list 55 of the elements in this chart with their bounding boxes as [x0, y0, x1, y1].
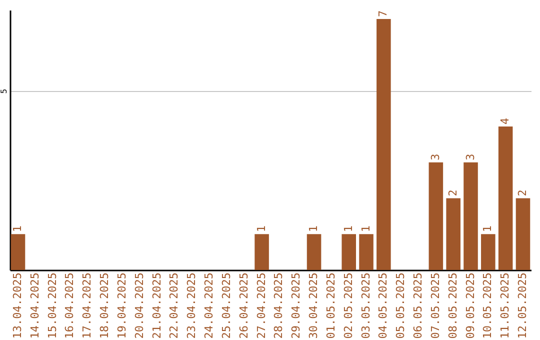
x-tick-label: 20.04.2025	[132, 272, 146, 339]
bar	[342, 234, 356, 270]
bar	[481, 234, 496, 270]
x-tick-label: 15.04.2025	[46, 272, 59, 339]
x-tick-label: 05.05.2025	[394, 272, 408, 339]
bar	[498, 126, 513, 270]
bar	[428, 162, 444, 270]
data-label: 1	[342, 226, 355, 232]
x-tick-label: 08.05.2025	[446, 272, 460, 339]
x-tick-label: 10.05.2025	[481, 272, 494, 339]
x-tick-label: 03.05.2025	[359, 272, 372, 339]
x-tick-label: 28.04.2025	[272, 272, 286, 339]
x-tick-label: 12.05.2025	[516, 272, 529, 339]
data-label: 4	[498, 118, 512, 125]
bar	[446, 198, 460, 270]
bar	[516, 198, 530, 270]
x-tick-label: 27.04.2025	[254, 272, 268, 339]
x-tick-label: 29.04.2025	[290, 272, 303, 339]
x-tick-label: 14.04.2025	[28, 272, 42, 339]
data-label: 7	[376, 10, 390, 17]
x-tick-label: 04.05.2025	[376, 272, 390, 339]
x-tick-label: 21.04.2025	[150, 272, 164, 339]
bar	[306, 234, 322, 270]
data-label: 2	[446, 190, 460, 196]
data-label: 1	[307, 226, 320, 232]
x-tick-label: 30.04.2025	[307, 272, 320, 339]
x-tick-label: 23.04.2025	[185, 272, 198, 339]
x-tick-label: 16.04.2025	[63, 272, 76, 339]
x-tick-label: 26.04.2025	[237, 272, 250, 339]
y-tick-label: 5	[0, 88, 8, 94]
x-tick-label: 06.05.2025	[412, 272, 425, 339]
x-tick-label: 17.04.2025	[80, 272, 94, 339]
data-label: 1	[481, 226, 494, 232]
data-label: 2	[516, 190, 529, 196]
x-tick-label: 19.04.2025	[115, 272, 128, 339]
x-tick-label: 13.04.2025	[11, 272, 24, 339]
data-label: 1	[11, 226, 24, 232]
bar	[464, 162, 478, 270]
bar	[254, 234, 269, 270]
x-tick-label: 09.05.2025	[464, 272, 477, 339]
data-label: 1	[359, 226, 372, 232]
x-tick-label: 24.04.2025	[202, 272, 216, 339]
bar	[10, 234, 26, 270]
x-tick-label: 25.04.2025	[220, 272, 233, 339]
bar	[376, 18, 391, 270]
x-tick-label: 22.04.2025	[168, 272, 181, 339]
data-label: 1	[254, 226, 268, 232]
x-tick-label: 01.05.2025	[324, 272, 338, 339]
x-tick-label: 11.05.2025	[498, 272, 512, 339]
data-label: 3	[428, 154, 442, 160]
x-tick-label: 02.05.2025	[342, 272, 355, 339]
bar	[359, 234, 374, 270]
x-tick-label: 18.04.2025	[98, 272, 112, 339]
data-label: 3	[464, 154, 477, 160]
x-tick-label: 07.05.2025	[428, 272, 442, 339]
